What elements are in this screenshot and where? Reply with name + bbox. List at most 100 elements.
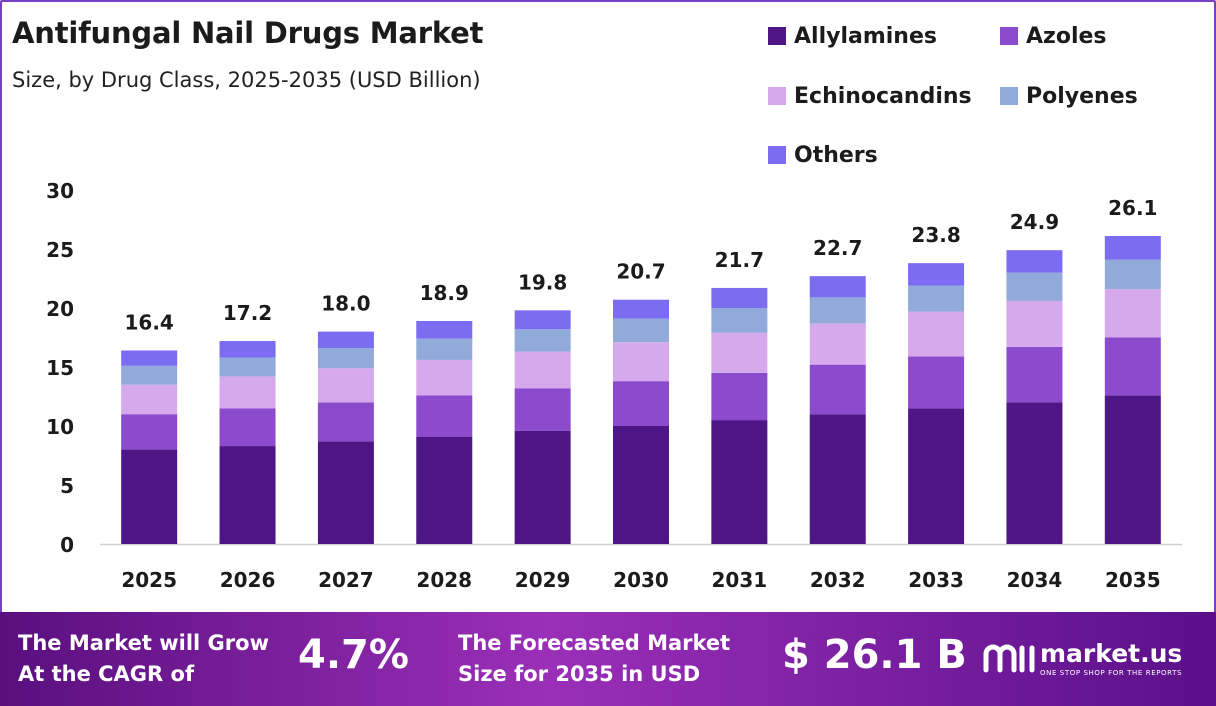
bar-segment-azoles-2034	[1006, 346, 1063, 403]
bar-segment-allylamines-2029	[514, 430, 571, 544]
bar-segment-allylamines-2027	[317, 441, 374, 544]
cagr-label: The Market will Grow At the CAGR of	[18, 628, 269, 690]
bar-total-label: 19.8	[518, 270, 567, 294]
bar-segment-allylamines-2031	[711, 420, 768, 544]
legend-swatch-allylamines	[768, 27, 786, 45]
bar-total-label: 24.9	[1010, 210, 1059, 234]
bar-segment-echinocandins-2025	[121, 384, 178, 415]
y-tick-label: 10	[46, 415, 74, 439]
bar-segment-echinocandins-2035	[1104, 289, 1161, 338]
bar-total-label: 18.9	[420, 281, 469, 305]
bar-segment-echinocandins-2033	[908, 311, 965, 357]
x-tick-label: 2035	[1105, 568, 1161, 592]
bar-segment-allylamines-2025	[121, 449, 178, 544]
bar-segment-allylamines-2030	[613, 426, 669, 544]
bar-chart: 05101520253016.4202517.2202618.0202718.9…	[46, 179, 1182, 592]
bar-segment-polyenes-2031	[711, 308, 768, 333]
market-us-logo-icon	[983, 644, 1035, 673]
legend-item-allylamines: Allylamines	[768, 21, 937, 51]
bar-segment-polyenes-2032	[809, 297, 866, 324]
y-tick-label: 5	[60, 474, 74, 498]
bar-total-label: 26.1	[1108, 196, 1157, 220]
bar-segment-polyenes-2034	[1006, 272, 1063, 301]
x-tick-label: 2034	[1007, 568, 1063, 592]
bar-segment-echinocandins-2028	[416, 359, 473, 396]
legend-swatch-others	[768, 146, 786, 164]
bar-segment-polyenes-2025	[121, 365, 178, 385]
x-tick-label: 2027	[318, 568, 374, 592]
y-tick-label: 25	[46, 238, 74, 262]
legend-label-polyenes: Polyenes	[1026, 83, 1138, 109]
bar-segment-echinocandins-2030	[613, 342, 669, 382]
cagr-label-line2: At the CAGR of	[18, 662, 195, 686]
market-us-logo: market.us ONE STOP SHOP FOR THE REPORTS	[982, 640, 1182, 678]
bar-segment-azoles-2028	[416, 395, 473, 437]
y-tick-label: 30	[46, 179, 74, 203]
x-tick-label: 2033	[908, 568, 964, 592]
bar-total-label: 16.4	[125, 310, 174, 334]
bar-total-label: 18.0	[321, 292, 370, 316]
bar-segment-others-2028	[416, 320, 473, 339]
bar-segment-echinocandins-2026	[219, 376, 276, 409]
forecast-value: $ 26.1 B	[782, 632, 967, 678]
legend-item-echinocandins: Echinocandins	[768, 81, 972, 111]
chart-subtitle: Size, by Drug Class, 2025-2035 (USD Bill…	[12, 68, 481, 92]
x-tick-label: 2025	[121, 568, 177, 592]
x-tick-label: 2029	[515, 568, 571, 592]
bar-segment-echinocandins-2031	[711, 332, 768, 373]
bar-segment-polyenes-2035	[1104, 259, 1161, 290]
y-tick-label: 15	[46, 356, 74, 380]
x-tick-label: 2028	[416, 568, 472, 592]
y-tick-label: 0	[60, 533, 74, 557]
footer-banner: The Market will Grow At the CAGR of 4.7%…	[0, 612, 1216, 706]
bar-segment-echinocandins-2034	[1006, 300, 1063, 347]
bar-segment-allylamines-2026	[219, 446, 276, 544]
bar-segment-azoles-2035	[1104, 337, 1161, 396]
bar-segment-allylamines-2035	[1104, 395, 1161, 544]
x-tick-label: 2030	[613, 568, 669, 592]
bar-total-label: 22.7	[813, 236, 862, 260]
legend-label-azoles: Azoles	[1026, 23, 1107, 49]
cagr-label-line1: The Market will Grow	[18, 631, 269, 655]
bar-segment-azoles-2032	[809, 364, 866, 415]
bar-segment-azoles-2026	[219, 408, 276, 447]
bar-segment-echinocandins-2027	[317, 368, 374, 403]
bar-segment-others-2029	[514, 310, 571, 330]
bar-segment-allylamines-2034	[1006, 402, 1063, 544]
legend-swatch-echinocandins	[768, 87, 786, 105]
bar-segment-polyenes-2030	[613, 318, 669, 343]
bar-segment-azoles-2029	[514, 388, 571, 431]
bar-segment-allylamines-2028	[416, 436, 473, 544]
bar-segment-polyenes-2029	[514, 329, 571, 352]
legend-swatch-polyenes	[1000, 87, 1018, 105]
legend-label-others: Others	[794, 142, 878, 168]
bar-segment-others-2033	[908, 263, 965, 286]
forecast-label-line2: Size for 2035 in USD	[458, 662, 701, 686]
bar-total-label: 17.2	[223, 301, 272, 325]
x-tick-label: 2026	[220, 568, 276, 592]
bar-segment-others-2031	[711, 287, 768, 308]
bar-segment-polyenes-2026	[219, 357, 276, 377]
x-tick-label: 2031	[712, 568, 768, 592]
bar-segment-polyenes-2028	[416, 338, 473, 360]
y-tick-label: 20	[46, 297, 74, 321]
legend-item-polyenes: Polyenes	[1000, 81, 1138, 111]
cagr-value: 4.7%	[298, 632, 409, 678]
legend-label-echinocandins: Echinocandins	[794, 83, 972, 109]
bar-segment-azoles-2030	[613, 381, 669, 426]
legend-label-allylamines: Allylamines	[794, 23, 937, 49]
forecast-label: The Forecasted Market Size for 2035 in U…	[458, 628, 730, 690]
forecast-label-line1: The Forecasted Market	[458, 631, 731, 655]
bar-segment-azoles-2025	[121, 414, 178, 450]
bar-segment-azoles-2031	[711, 372, 768, 421]
chart-title: Antifungal Nail Drugs Market	[12, 16, 484, 50]
legend-item-azoles: Azoles	[1000, 21, 1107, 51]
bar-segment-allylamines-2033	[908, 408, 965, 544]
bar-total-label: 23.8	[911, 223, 960, 247]
bar-segment-others-2032	[809, 276, 866, 298]
logo-name: market.us	[1040, 639, 1183, 668]
bar-segment-echinocandins-2032	[809, 323, 866, 365]
bar-total-label: 21.7	[715, 248, 764, 272]
logo-tagline: ONE STOP SHOP FOR THE REPORTS	[1040, 669, 1183, 677]
bar-segment-others-2035	[1104, 236, 1161, 260]
